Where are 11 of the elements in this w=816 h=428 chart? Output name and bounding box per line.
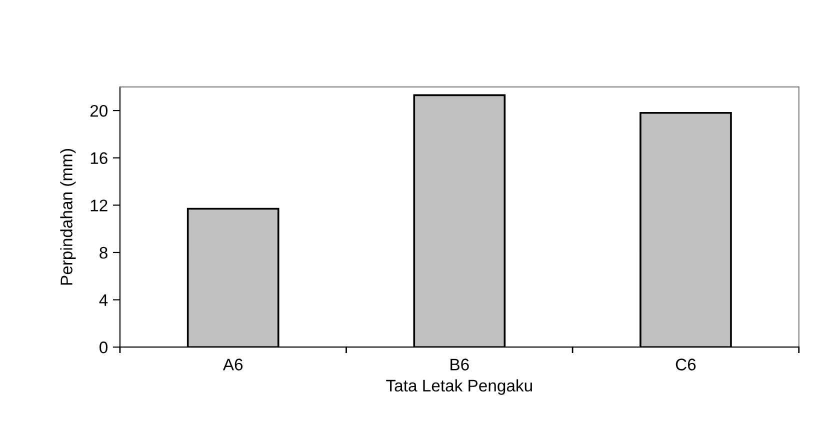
y-tick-label: 16 — [90, 152, 108, 164]
x-tick-label: B6 — [450, 358, 469, 370]
x-axis-title: Tata Letak Pengaku — [386, 379, 532, 395]
y-tick-label: 4 — [99, 294, 108, 306]
y-axis-title: Perpindahan (mm) — [60, 149, 76, 285]
y-tick-label: 12 — [90, 200, 108, 212]
x-tick-label: A6 — [222, 358, 243, 370]
y-tick-label: 0 — [100, 342, 108, 354]
y-tick-label: 8 — [100, 246, 108, 259]
y-tick-label: 20 — [90, 104, 108, 117]
x-tick-label: C6 — [676, 358, 696, 370]
